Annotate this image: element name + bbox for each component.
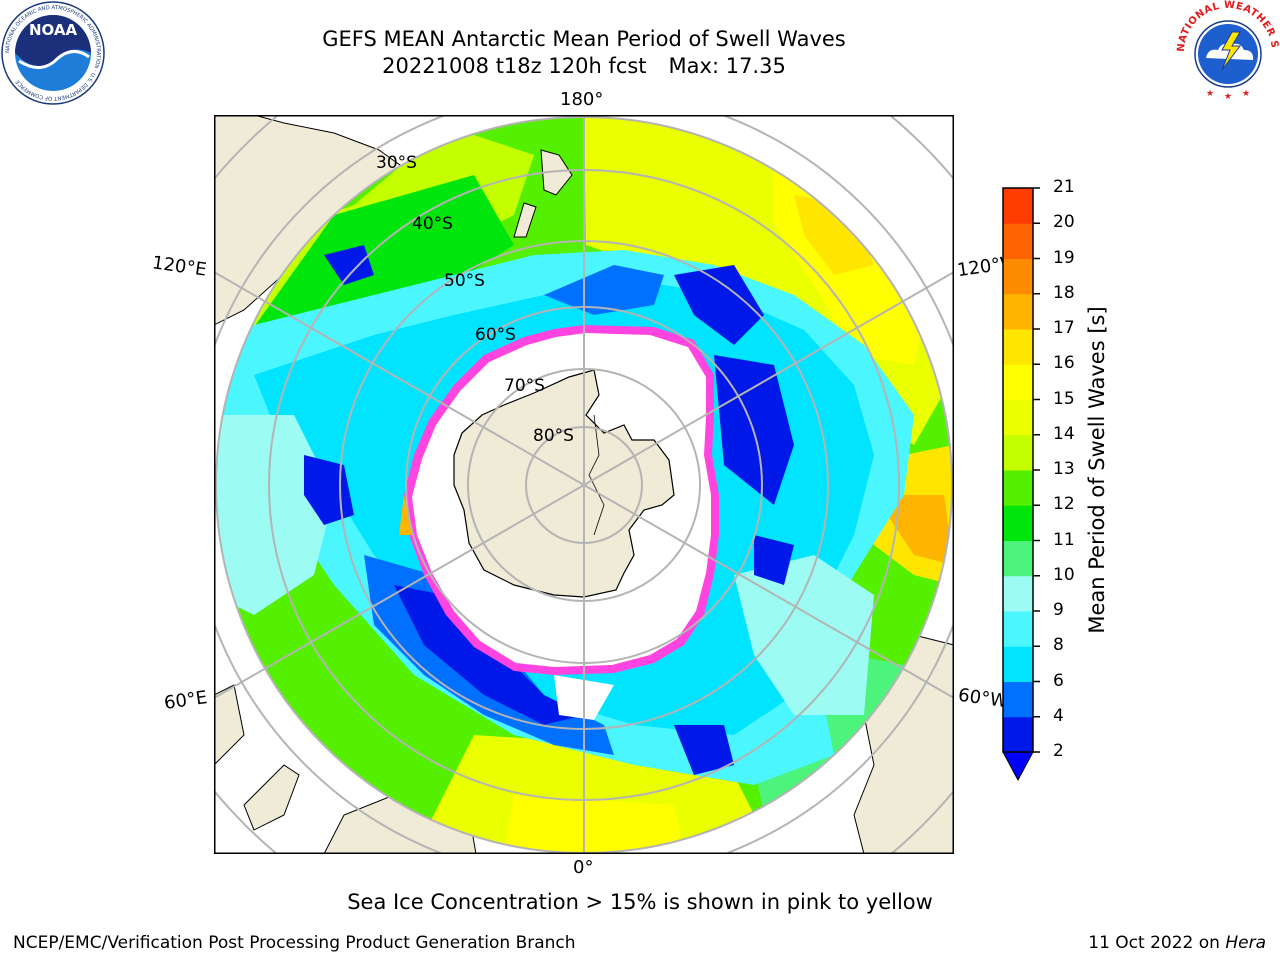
colorbar-segment bbox=[1003, 611, 1033, 647]
graticule bbox=[214, 115, 954, 854]
colorbar-segment bbox=[1003, 293, 1033, 330]
colorbar-tick-label: 6 bbox=[1053, 670, 1064, 691]
colorbar-underflow-triangle bbox=[1002, 751, 1034, 782]
svg-text:★: ★ bbox=[1224, 92, 1232, 102]
colorbar-segment bbox=[1003, 223, 1033, 259]
colorbar-tick-label: 18 bbox=[1053, 282, 1075, 303]
colorbar-segment bbox=[1003, 716, 1033, 753]
colorbar-tick-label: 13 bbox=[1053, 459, 1075, 479]
lat-label-50s: 50°S bbox=[444, 271, 485, 291]
colorbar-segment bbox=[1003, 434, 1033, 471]
madagascar-land bbox=[243, 764, 300, 831]
noaa-logo: NATIONAL OCEANIC AND ATMOSPHERIC ADMINIS… bbox=[1, 1, 105, 105]
svg-text:★: ★ bbox=[1206, 89, 1214, 99]
lon-label-0: 0° bbox=[573, 857, 594, 878]
colorbar-segment bbox=[1003, 470, 1033, 506]
footer-credit: NCEP/EMC/Verification Post Processing Pr… bbox=[13, 933, 576, 953]
svg-text:★: ★ bbox=[1242, 89, 1250, 99]
map-title: GEFS MEAN Antarctic Mean Period of Swell… bbox=[322, 27, 846, 51]
lon-label-60e: 60°E bbox=[162, 687, 209, 714]
colorbar-tick-label: 8 bbox=[1053, 635, 1064, 656]
colorbar-tick-label: 15 bbox=[1053, 388, 1075, 409]
colorbar-tick-label: 11 bbox=[1053, 529, 1075, 550]
colorbar-tick-label: 10 bbox=[1053, 564, 1075, 585]
polar-map: 30°S 40°S 50°S 60°S 70°S 80°S bbox=[214, 115, 954, 854]
colorbar-segment bbox=[1003, 399, 1033, 436]
lat-label-60s: 60°S bbox=[475, 325, 516, 345]
footer-date: 11 Oct 2022 on Hera bbox=[1088, 933, 1266, 953]
colorbar-tick-label: 16 bbox=[1053, 353, 1075, 374]
nws-logo: NATIONAL WEATHER SERVICE ★ ★ ★ bbox=[1176, 0, 1279, 102]
colorbar bbox=[1002, 187, 1040, 782]
colorbar-tick-label: 12 bbox=[1053, 494, 1075, 515]
footer-date-text: 11 Oct 2022 on bbox=[1088, 933, 1220, 953]
footer-host: Hera bbox=[1225, 933, 1266, 953]
colorbar-tick-label: 4 bbox=[1053, 705, 1064, 726]
lat-label-80s: 80°S bbox=[533, 426, 574, 446]
sea-ice-note: Sea Ice Concentration > 15% is shown in … bbox=[347, 890, 933, 914]
colorbar-tick-label: 21 bbox=[1053, 177, 1075, 197]
lon-label-180: 180° bbox=[560, 89, 604, 110]
colorbar-tick-label: 14 bbox=[1053, 423, 1075, 444]
colorbar-segment bbox=[1003, 329, 1033, 365]
colorbar-tick-label: 17 bbox=[1053, 318, 1075, 338]
svg-text:NOAA: NOAA bbox=[29, 21, 78, 39]
colorbar-tick-label: 2 bbox=[1053, 741, 1064, 761]
colorbar-segment bbox=[1003, 681, 1033, 718]
west-coast-land bbox=[214, 684, 245, 766]
colorbar-tick-label: 9 bbox=[1053, 600, 1064, 620]
colorbar-segment bbox=[1003, 540, 1033, 577]
colorbar-segment bbox=[1003, 505, 1033, 541]
max-value: Max: 17.35 bbox=[668, 54, 786, 78]
lon-label-120e: 120°E bbox=[150, 252, 208, 281]
colorbar-segment bbox=[1003, 258, 1033, 295]
lat-label-30s: 30°S bbox=[376, 153, 417, 173]
colorbar-label: Mean Period of Swell Waves [s] bbox=[1085, 306, 1109, 634]
colorbar-tick-label: 19 bbox=[1053, 247, 1075, 268]
lat-label-40s: 40°S bbox=[412, 214, 453, 234]
map-subtitle: 20221008 t18z 120h fcst Max: 17.35 bbox=[0, 54, 1168, 78]
antarctica-land bbox=[453, 369, 675, 598]
colorbar-segment bbox=[1003, 646, 1033, 682]
lat-label-70s: 70°S bbox=[504, 376, 545, 396]
colorbar-segment bbox=[1003, 575, 1033, 612]
colorbar-segment bbox=[1003, 364, 1033, 400]
forecast-date: 20221008 t18z 120h fcst bbox=[382, 54, 647, 78]
colorbar-segment bbox=[1003, 188, 1033, 224]
colorbar-tick-label: 20 bbox=[1053, 212, 1075, 233]
